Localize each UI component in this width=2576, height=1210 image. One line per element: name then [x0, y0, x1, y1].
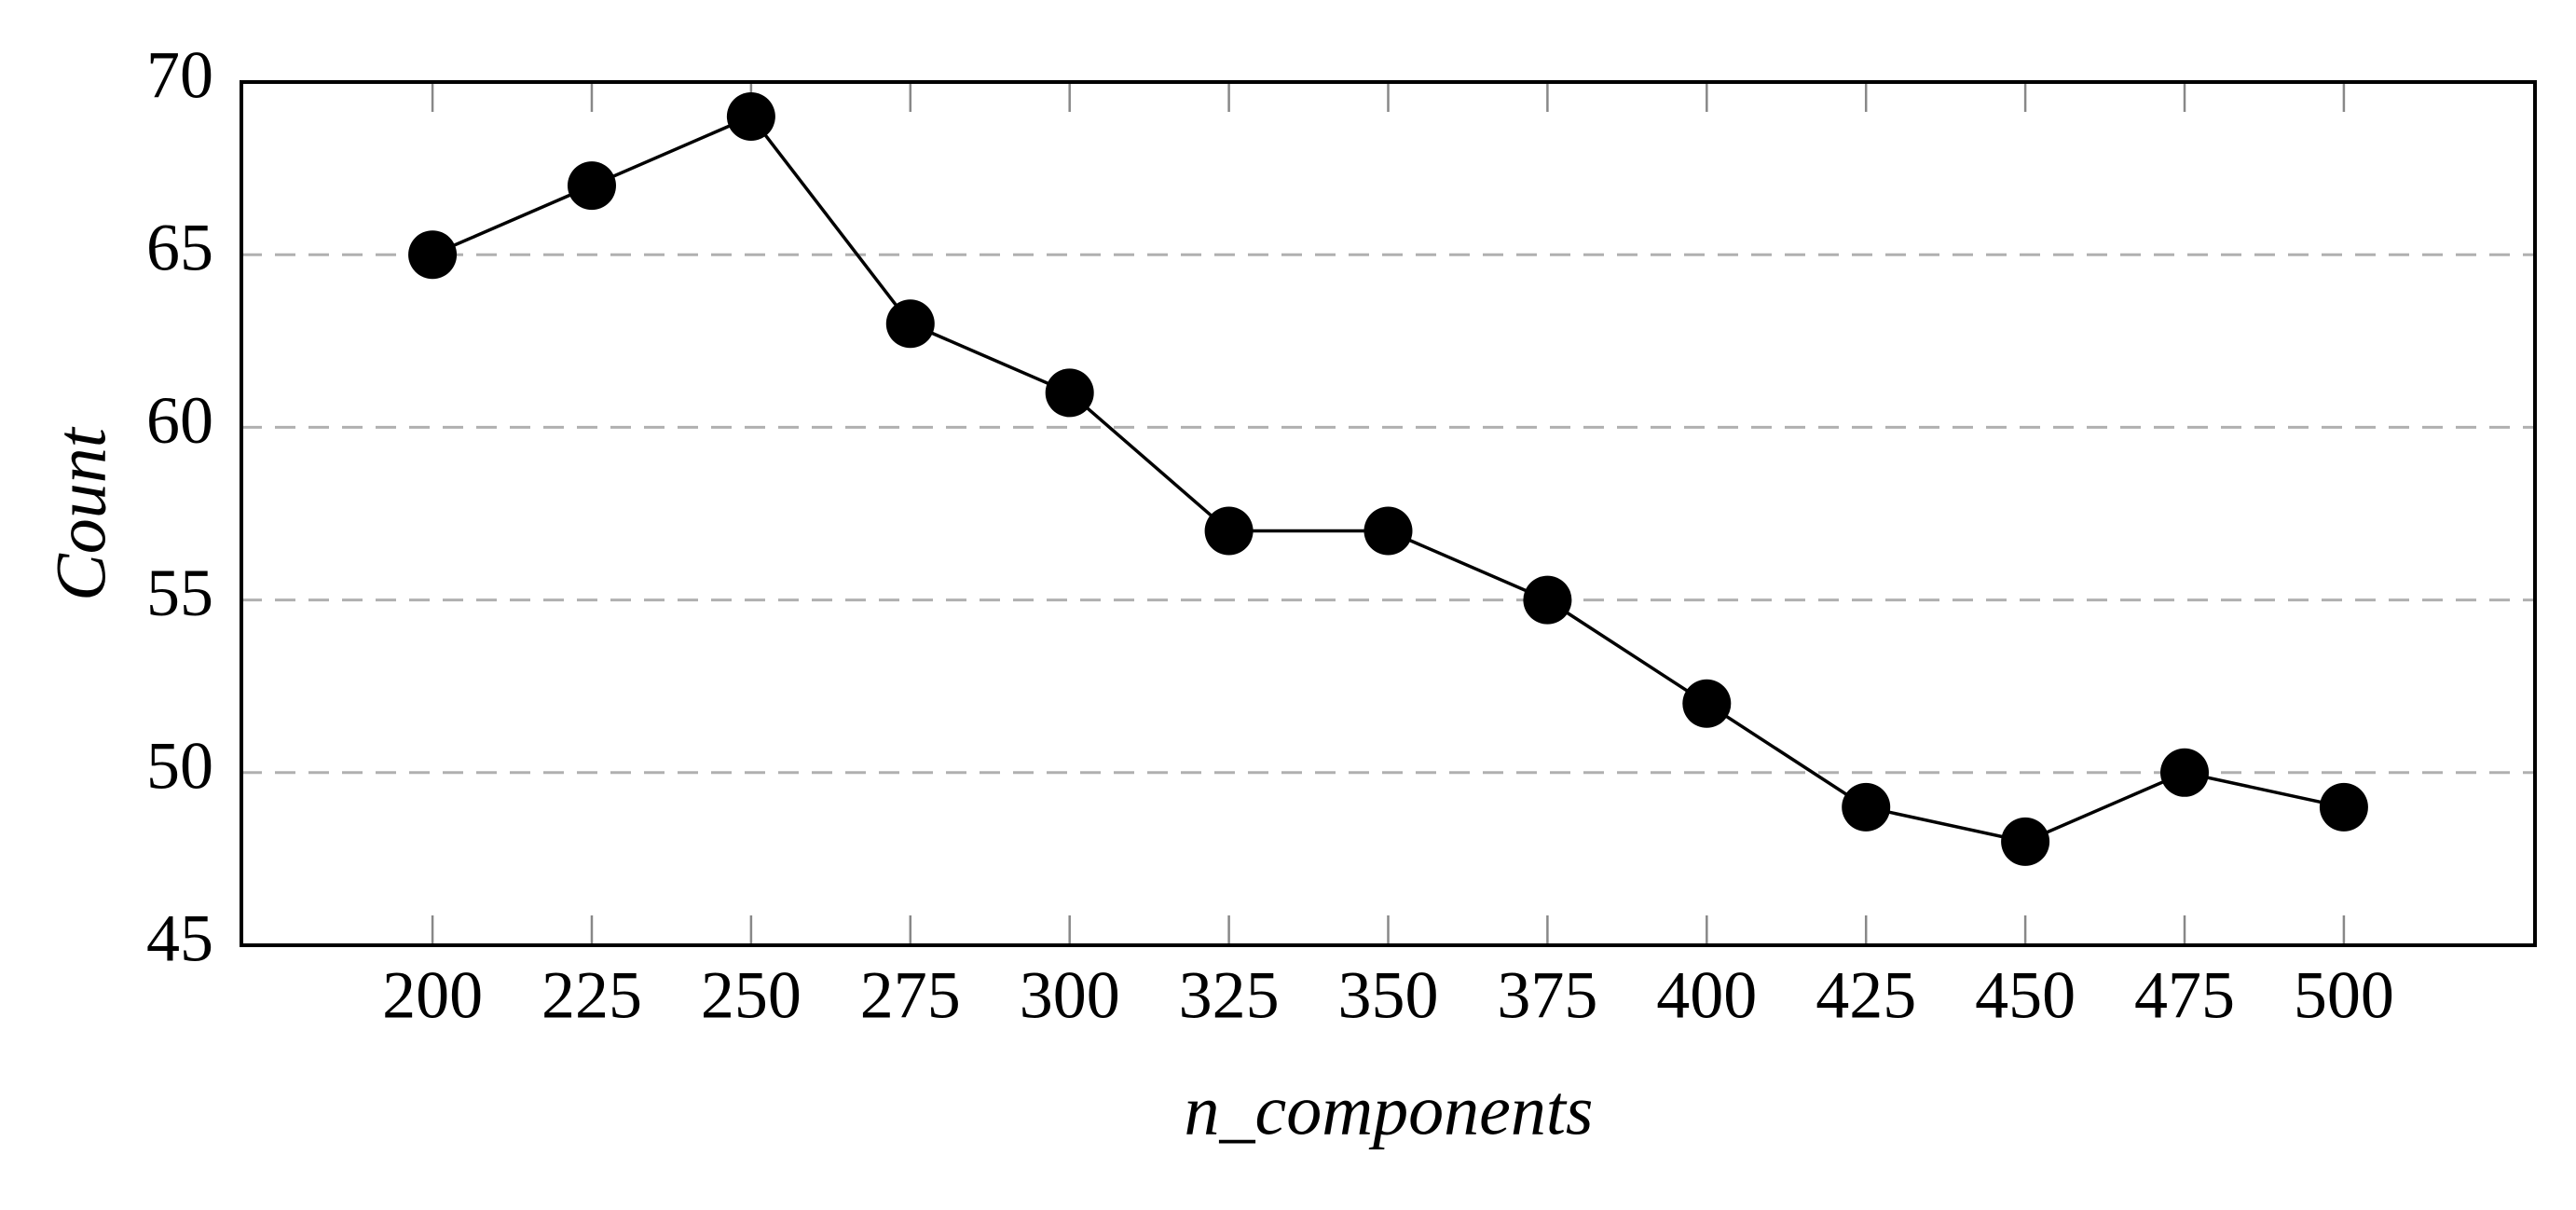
x-tick-label: 325 [1179, 958, 1280, 1033]
point [1045, 368, 1094, 418]
point [567, 161, 616, 211]
x-tick-label: 400 [1656, 958, 1757, 1033]
x-tick-label: 475 [2134, 958, 2235, 1033]
x-tick-label: 375 [1497, 958, 1597, 1033]
y-tick-label: 55 [146, 556, 213, 630]
point [2160, 748, 2210, 797]
y-tick-label: 60 [146, 383, 213, 458]
x-axis-label: n_components [1184, 1071, 1593, 1149]
point [1842, 782, 1891, 832]
series-line [432, 114, 2345, 844]
x-tick-label: 300 [1020, 958, 1120, 1033]
x-tick-label: 425 [1816, 958, 1916, 1033]
point [408, 230, 458, 280]
point [726, 92, 775, 142]
x-tick-label: 275 [860, 958, 961, 1033]
y-tick-label: 45 [146, 901, 213, 976]
x-tick-label: 200 [382, 958, 483, 1033]
y-tick-label: 70 [146, 38, 213, 113]
point [1363, 506, 1413, 556]
y-tick-label: 65 [146, 211, 213, 285]
point [1204, 506, 1254, 556]
x-tick-label: 250 [701, 958, 802, 1033]
y-axis-label: Count [42, 426, 120, 601]
y-tick-label: 50 [146, 728, 213, 803]
x-tick-label: 350 [1338, 958, 1439, 1033]
point [1682, 679, 1732, 728]
plot-frame [240, 80, 2537, 947]
x-tick-label: 225 [541, 958, 642, 1033]
point [1523, 575, 1572, 625]
point [2001, 817, 2050, 866]
x-tick-label: 450 [1975, 958, 2076, 1033]
point [885, 299, 935, 349]
point [2319, 782, 2368, 832]
x-tick-label: 500 [2294, 958, 2394, 1033]
